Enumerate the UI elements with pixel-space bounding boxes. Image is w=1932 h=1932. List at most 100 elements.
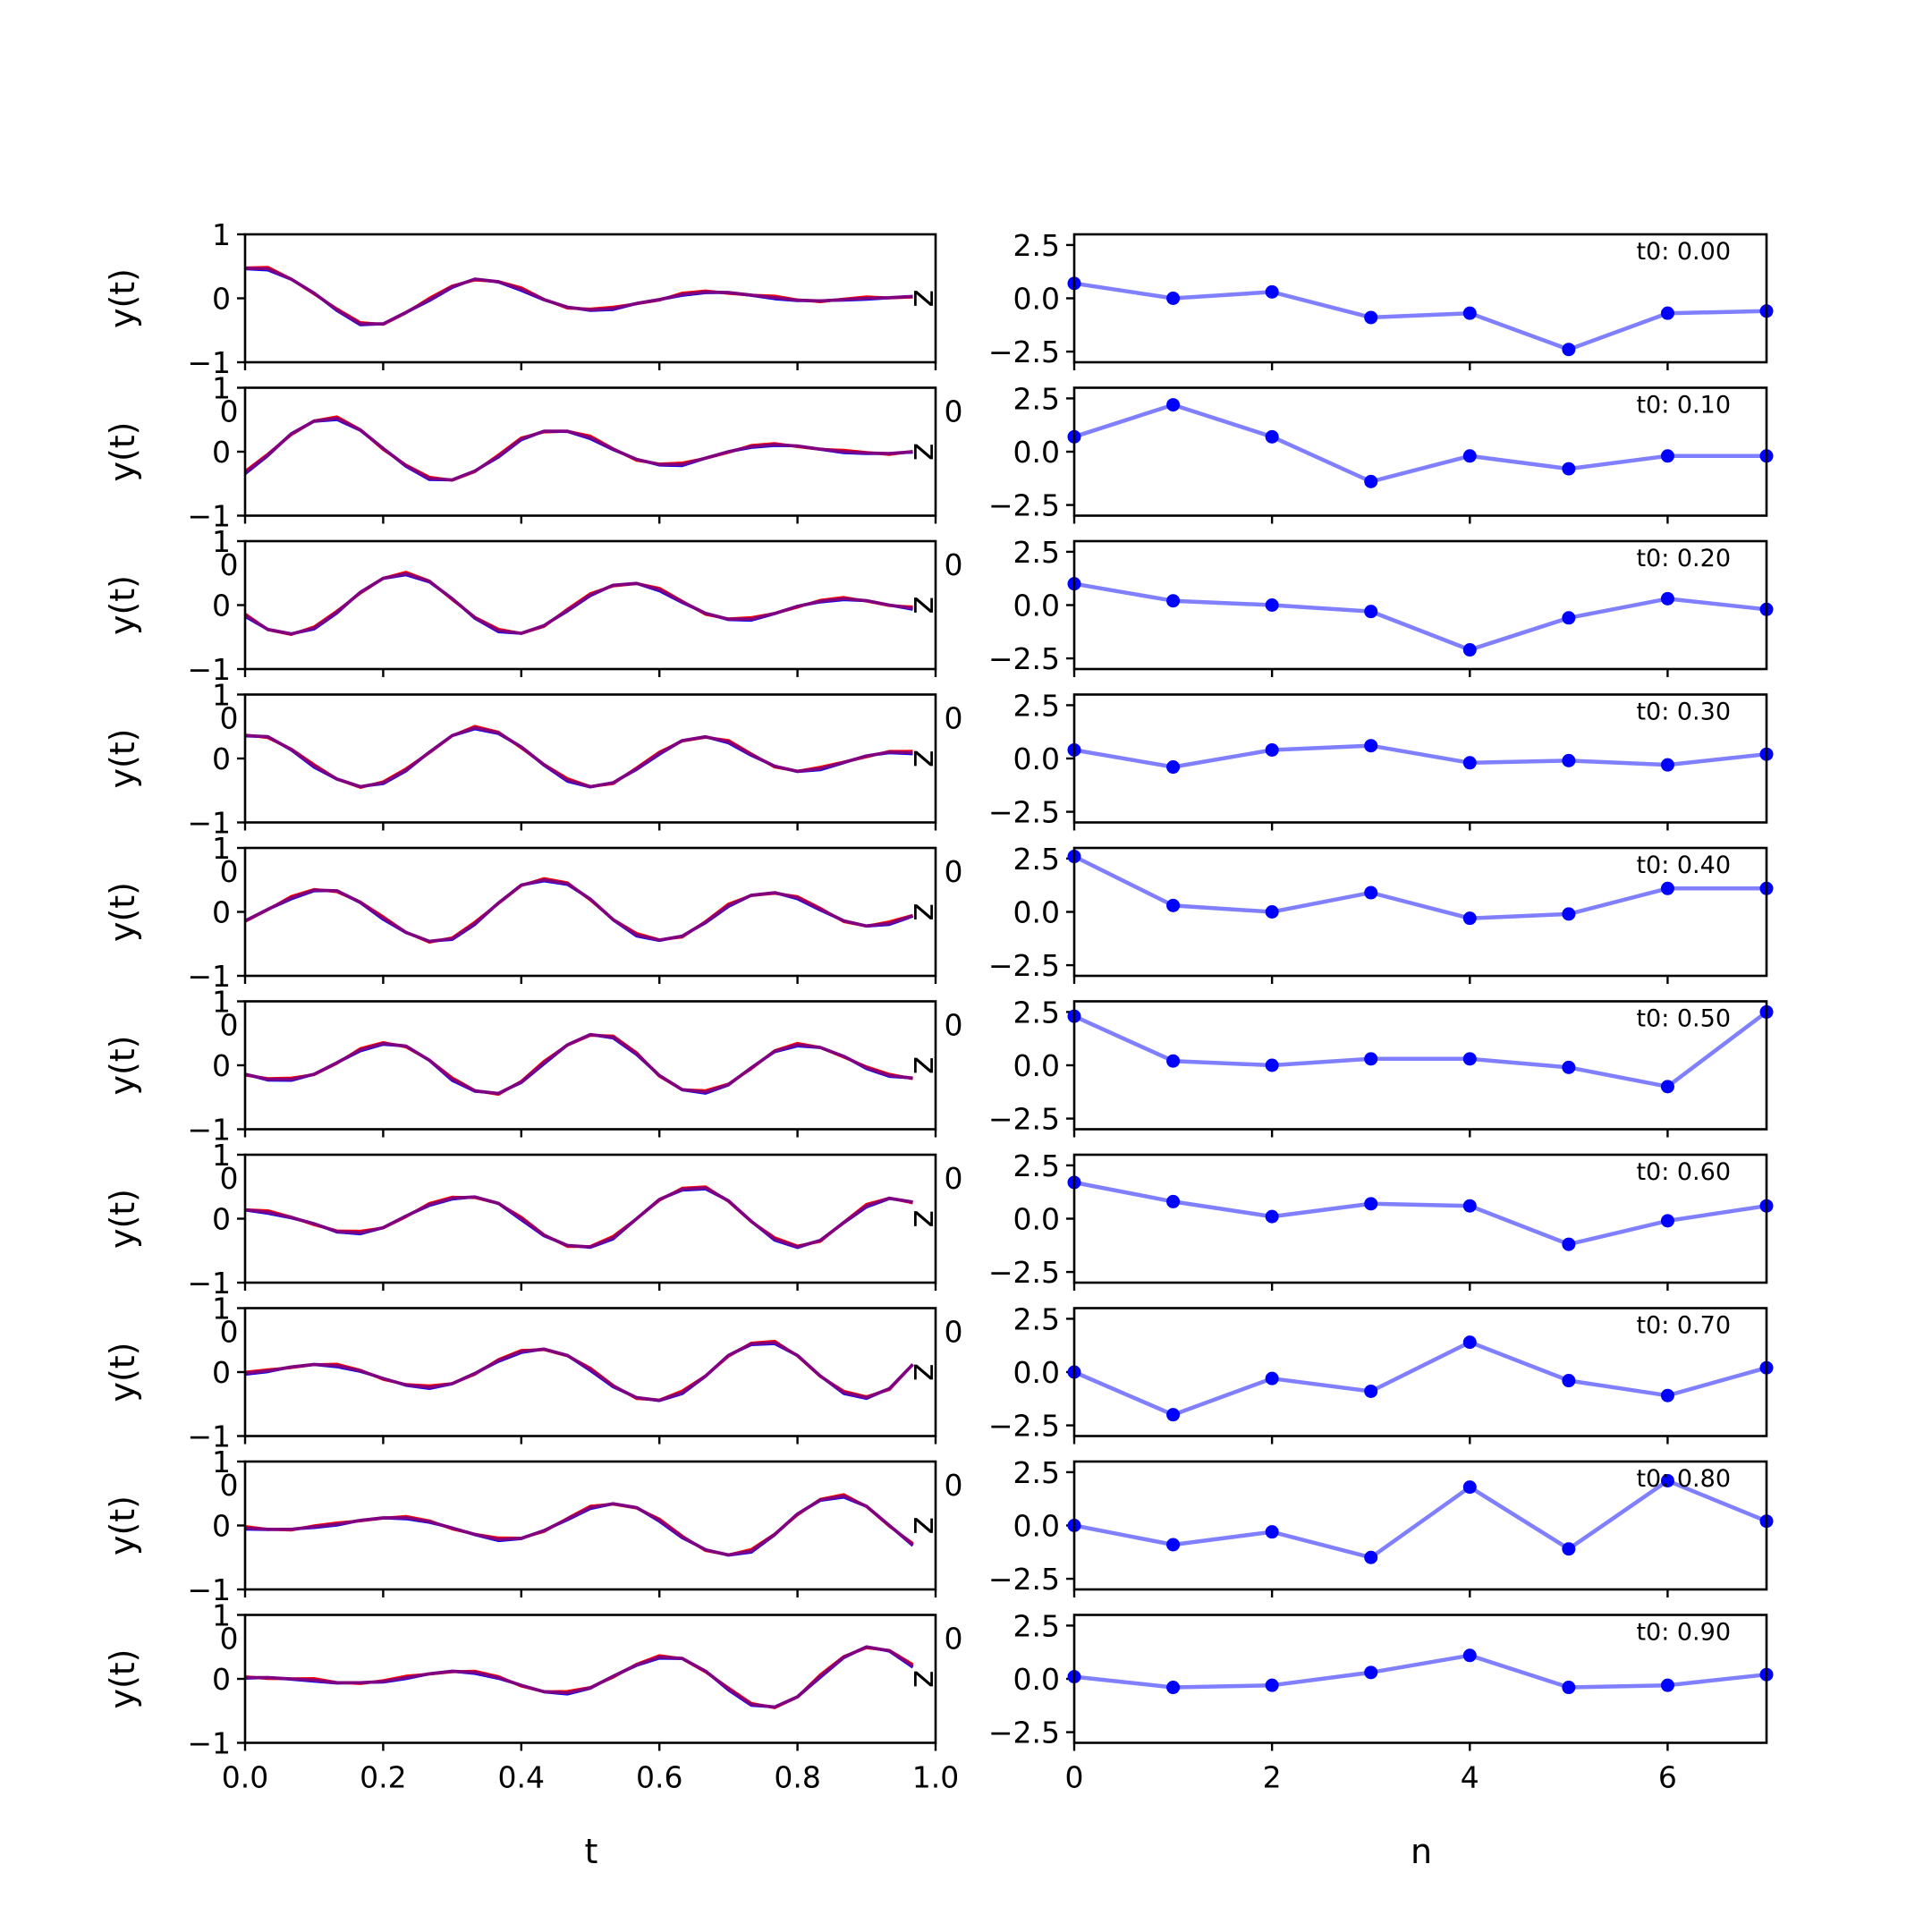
overlap-tick-label: 0 — [945, 547, 963, 582]
left-y-axis-title: y(t) — [103, 268, 142, 328]
left-y-tick-label: 1 — [212, 1445, 231, 1479]
signal-series-0 — [244, 877, 913, 945]
coefficient-point — [1462, 449, 1477, 463]
right-panel-frame — [1072, 1000, 1768, 1131]
overlap-tick-label: 0 — [220, 1161, 239, 1196]
t0-label: t0: 0.60 — [1636, 1158, 1731, 1186]
right-y-tick-label: 2.5 — [1013, 1608, 1060, 1643]
coefficient-point — [1562, 1374, 1576, 1388]
coefficient-point — [1660, 881, 1674, 895]
left-y-axis-title: y(t) — [103, 882, 142, 942]
left-y-axis-title: y(t) — [103, 421, 142, 481]
signal-series-0 — [244, 1033, 913, 1097]
coefficient-point — [1364, 605, 1378, 619]
coefficient-point — [1265, 429, 1279, 444]
t0-label: t0: 0.40 — [1636, 852, 1731, 879]
left-y-tick-label: −1 — [187, 1419, 231, 1454]
left-y-tick-label: −1 — [187, 345, 231, 380]
right-panel-frame — [1072, 233, 1768, 364]
right-y-tick-label: −2.5 — [988, 948, 1060, 983]
z-axis-label: z — [906, 443, 945, 461]
right-y-tick-label: −2.5 — [988, 1102, 1060, 1137]
left-panel-frame — [243, 1460, 937, 1591]
right-y-tick-label: −2.5 — [988, 795, 1060, 830]
right-panel-3: 2.5 0.0 −2.5 0 t0: 0.30 — [945, 688, 1774, 831]
right-y-tick-label: 0.0 — [1013, 1509, 1060, 1544]
t0-label: t0: 0.10 — [1636, 392, 1731, 419]
overlap-tick-label: 0 — [945, 1008, 963, 1043]
right-y-tick-label: 0.0 — [1013, 1202, 1060, 1237]
overlap-tick-label: 0 — [945, 1468, 963, 1503]
coefficient-line — [1073, 281, 1767, 352]
t0-label: t0: 0.50 — [1636, 1005, 1731, 1033]
coefficient-point — [1562, 1542, 1576, 1556]
signal-series-0 — [244, 1646, 914, 1709]
left-panel-frame — [243, 693, 937, 824]
overlap-tick-label: 0 — [220, 1468, 239, 1503]
right-panel-frame — [1072, 1614, 1768, 1744]
coefficient-line — [1073, 1479, 1767, 1560]
coefficient-point — [1364, 886, 1378, 900]
signal-series-1 — [244, 727, 913, 789]
overlap-tick-label: 0 — [945, 854, 963, 889]
coefficient-point — [1562, 343, 1576, 357]
right-panel-0: 2.5 0.0 −2.5 t0: 0.00 — [988, 228, 1774, 370]
signal-series-1 — [244, 1033, 913, 1095]
coefficient-line — [1073, 402, 1767, 484]
right-panel-frame — [1072, 1153, 1768, 1284]
coefficient-point — [1265, 905, 1279, 919]
z-axis-label: z — [906, 1517, 945, 1535]
coefficient-point — [1364, 474, 1378, 488]
right-x-axis-title: n — [1411, 1832, 1432, 1871]
left-panel-frame — [243, 846, 937, 978]
coefficient-point — [1462, 306, 1477, 320]
left-y-tick-label: 1 — [212, 1292, 231, 1326]
t0-label: t0: 0.90 — [1636, 1619, 1731, 1647]
left-x-tick-label: 0.4 — [498, 1760, 545, 1795]
left-y-tick-label: 0 — [212, 1048, 231, 1083]
signal-series-1 — [244, 1645, 914, 1709]
right-y-tick-label: 0.0 — [1013, 1355, 1060, 1390]
right-panel-6: 2.5 0.0 −2.5 0 t0: 0.60 — [945, 1148, 1774, 1291]
left-y-tick-label: −1 — [187, 1266, 231, 1301]
right-column: 2.50.0−2.5t0: 0.00 2.5 0.0 −2.5 0 t0: 0.10 2.5… — [945, 228, 1774, 1795]
left-y-tick-label: 1 — [212, 831, 231, 866]
coefficient-point — [1265, 284, 1279, 299]
left-panel-frame — [243, 1614, 937, 1744]
left-x-axis-title: t — [585, 1832, 598, 1871]
coefficient-point — [1562, 1060, 1576, 1074]
right-x-tick-label: 4 — [1461, 1760, 1479, 1795]
coefficient-point — [1660, 1473, 1674, 1487]
signal-series-2 — [243, 416, 913, 482]
right-y-tick-label: −2.5 — [988, 641, 1060, 676]
left-y-tick-label: 0 — [212, 895, 231, 930]
coefficient-point — [1166, 594, 1181, 608]
right-x-tick-label: 0 — [1065, 1760, 1084, 1795]
left-y-tick-label: −1 — [187, 959, 231, 994]
left-x-tick-label: 0.0 — [222, 1760, 268, 1795]
right-y-tick-label: −2.5 — [988, 1562, 1060, 1597]
right-panel-frame — [1072, 846, 1768, 978]
coefficient-point — [1364, 1384, 1378, 1398]
coefficient-point — [1265, 1678, 1279, 1692]
left-panel-frame — [243, 539, 937, 671]
left-y-tick-label: 0 — [212, 282, 231, 317]
right-x-tick-label: 2 — [1263, 1760, 1282, 1795]
coefficient-point — [1364, 1197, 1378, 1211]
signal-series-2 — [244, 267, 913, 326]
right-y-tick-label: 2.5 — [1013, 842, 1060, 877]
right-y-tick-label: −2.5 — [988, 488, 1060, 523]
left-y-axis-title: y(t) — [103, 1648, 142, 1708]
signal-series-0 — [244, 724, 913, 790]
left-y-tick-label: 0 — [212, 1202, 231, 1237]
left-y-tick-label: 0 — [212, 435, 231, 470]
coefficient-point — [1660, 1678, 1674, 1692]
right-y-tick-label: 2.5 — [1013, 1301, 1060, 1336]
overlap-tick-label: 0 — [220, 854, 239, 889]
signal-series-1 — [244, 1342, 914, 1402]
coefficient-point — [1265, 742, 1279, 757]
coefficient-point — [1660, 1080, 1674, 1094]
overlap-tick-label: 0 — [220, 1622, 239, 1657]
